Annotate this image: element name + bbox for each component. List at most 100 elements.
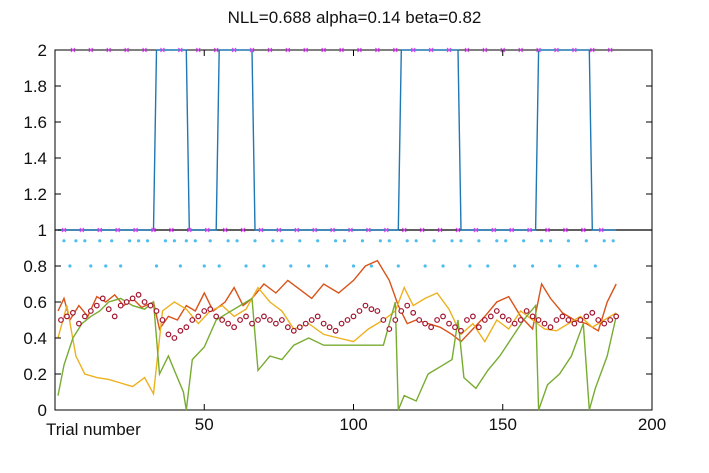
dot-point <box>504 239 508 243</box>
tick-mark <box>437 227 443 233</box>
y-tick-label: 1.6 <box>23 113 47 132</box>
marker-point <box>278 317 285 323</box>
dot-point <box>253 239 257 243</box>
marker-point <box>547 324 554 331</box>
marker-point <box>446 320 452 327</box>
marker-point <box>70 309 76 316</box>
tick-mark <box>303 47 309 53</box>
marker-point <box>123 299 130 305</box>
marker-point <box>171 335 178 341</box>
marker-point <box>595 317 602 323</box>
dot-point <box>235 239 239 243</box>
marker-point <box>135 291 142 298</box>
axis-layer: 0 0.2 0.4 0.6 0.8 1 1.2 1.4 1.6 1.8 2 50 100 150 200 <box>23 41 666 434</box>
marker-point <box>64 313 70 320</box>
tick-mark <box>133 227 139 233</box>
marker-point <box>255 317 261 323</box>
y-tick-label: 2 <box>38 41 47 60</box>
marker-point <box>553 317 560 323</box>
tick-mark <box>428 47 434 53</box>
marker-point <box>404 302 411 309</box>
tick-mark <box>97 227 103 233</box>
dot-point <box>62 239 66 243</box>
x-tick-label: 200 <box>638 415 666 434</box>
y-tick-label: 0.2 <box>23 365 47 384</box>
tick-mark <box>374 47 380 53</box>
dot-point <box>566 239 571 243</box>
tick-mark <box>151 227 156 233</box>
dot-point <box>119 264 123 268</box>
marker-point <box>571 320 578 327</box>
marker-point <box>177 327 184 334</box>
marker-point <box>350 313 357 320</box>
marker-point <box>535 317 542 323</box>
dot-point <box>396 264 400 268</box>
dot-point <box>602 239 606 243</box>
marker-point <box>589 309 596 316</box>
tick-mark <box>455 227 461 233</box>
tick-mark <box>70 47 76 53</box>
dot-point <box>184 239 188 243</box>
dot-point <box>289 264 293 268</box>
marker-point <box>58 317 64 323</box>
marker-point <box>81 313 88 320</box>
marker-point <box>237 317 243 323</box>
tick-mark <box>589 47 595 53</box>
dot-point <box>163 239 168 243</box>
marker-point <box>326 324 333 331</box>
tick-mark <box>366 227 371 233</box>
tick-mark <box>509 227 515 233</box>
y-tick-label: 0.4 <box>23 329 47 348</box>
marker-point <box>493 308 500 314</box>
tick-mark <box>267 47 273 53</box>
marker-point <box>183 324 190 331</box>
tick-mark <box>160 47 165 53</box>
marker-point <box>380 317 387 323</box>
dot-point <box>307 264 311 268</box>
marker-point <box>267 317 273 323</box>
marker-point <box>481 317 488 323</box>
marker-point <box>541 320 548 327</box>
tick-mark <box>222 227 228 233</box>
marker-point <box>470 313 476 320</box>
tick-mark <box>410 47 416 53</box>
tick-mark <box>536 47 541 53</box>
tick-mark <box>258 227 264 233</box>
marker-point <box>577 317 584 323</box>
marker-point <box>99 295 106 302</box>
tick-mark <box>168 227 174 233</box>
tick-mark <box>580 227 586 233</box>
tick-mark <box>312 227 318 233</box>
dot-point <box>271 239 275 243</box>
tick-mark <box>527 227 533 233</box>
dot-point <box>104 264 108 268</box>
marker-point <box>189 317 196 323</box>
tick-mark <box>571 47 577 53</box>
dot-point <box>477 239 481 243</box>
tick-mark <box>204 227 210 233</box>
marker-point <box>499 313 506 320</box>
dot-point <box>593 264 597 268</box>
marker-point <box>583 313 590 320</box>
dot-point <box>68 264 72 268</box>
tick-mark <box>392 47 398 53</box>
dot-point <box>226 239 230 243</box>
marker-point <box>386 326 393 332</box>
marker-point <box>195 313 202 320</box>
dot-point <box>387 239 391 243</box>
marker-point <box>243 313 249 320</box>
marker-point <box>428 324 435 331</box>
marker-point <box>452 324 458 331</box>
marker-point <box>398 308 405 314</box>
marker-point <box>296 324 303 331</box>
y-tick-label: 1 <box>38 221 47 240</box>
marker-point <box>159 317 166 323</box>
dot-point <box>360 239 365 243</box>
marker-point <box>272 320 279 327</box>
marker-point <box>356 308 363 314</box>
marker-point <box>458 327 464 334</box>
marker-point <box>284 324 291 331</box>
dot-point <box>217 264 221 268</box>
marker-point <box>475 324 482 331</box>
